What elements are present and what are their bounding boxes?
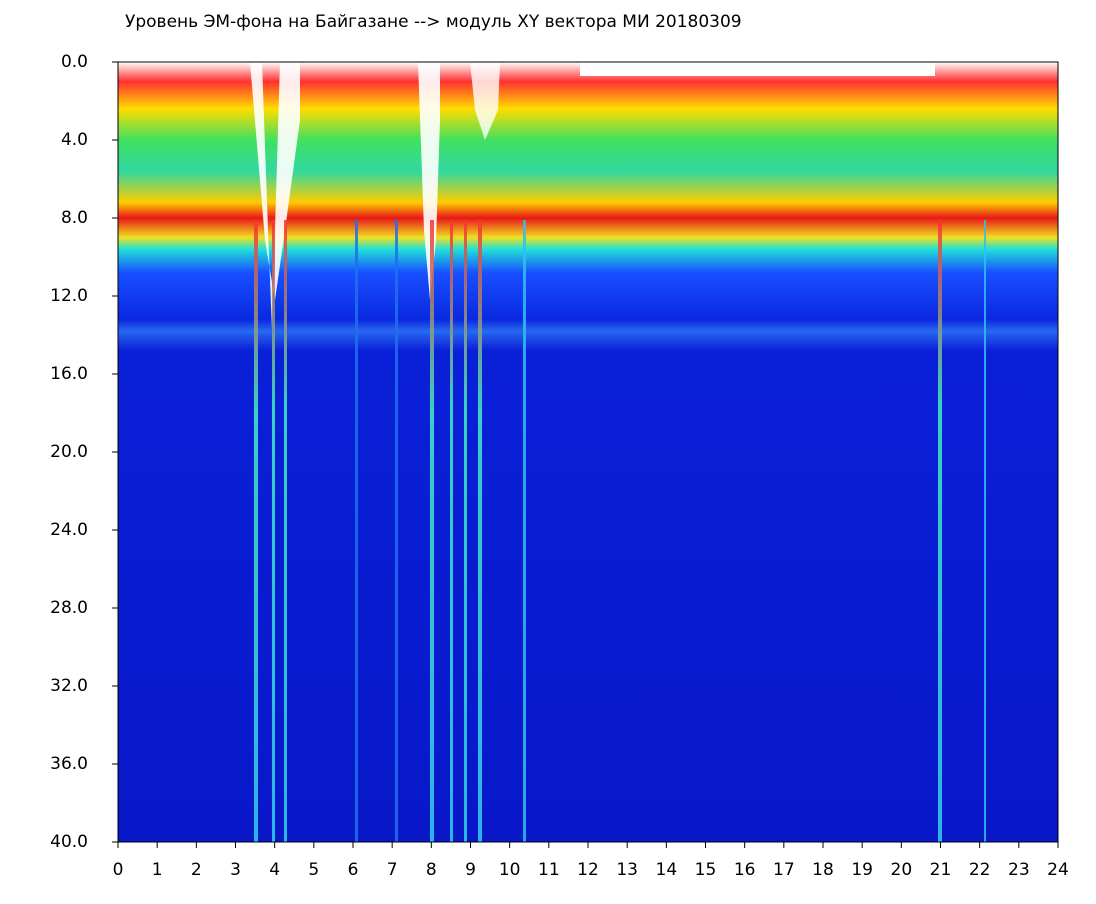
streak xyxy=(254,220,258,842)
heatmap-background xyxy=(118,62,1058,842)
y-tick-label: 4.0 xyxy=(61,130,88,150)
x-tick-label: 11 xyxy=(538,860,560,880)
y-tick-label: 0.0 xyxy=(61,52,88,72)
x-tick-label: 14 xyxy=(656,860,678,880)
x-tick-label: 18 xyxy=(812,860,834,880)
x-tick-label: 6 xyxy=(348,860,359,880)
heatmap-gap xyxy=(580,62,935,76)
x-tick-label: 8 xyxy=(426,860,437,880)
streak xyxy=(478,220,482,842)
heatmap-gap xyxy=(470,62,500,140)
streak xyxy=(430,220,434,842)
streak xyxy=(938,220,942,842)
y-tick-label: 8.0 xyxy=(61,208,88,228)
heatmap-gap xyxy=(250,62,300,330)
x-tick-label: 0 xyxy=(113,860,124,880)
y-tick-label: 40.0 xyxy=(50,832,88,852)
y-tick-label: 36.0 xyxy=(50,754,88,774)
x-tick-label: 7 xyxy=(387,860,398,880)
x-tick-label: 2 xyxy=(191,860,202,880)
x-tick-label: 1 xyxy=(152,860,163,880)
x-tick-label: 17 xyxy=(773,860,795,880)
x-tick-label: 16 xyxy=(734,860,756,880)
streak xyxy=(284,220,287,842)
streak xyxy=(355,220,358,842)
y-tick-label: 16.0 xyxy=(50,364,88,384)
streak xyxy=(395,220,398,842)
y-tick-label: 20.0 xyxy=(50,442,88,462)
x-tick-label: 22 xyxy=(969,860,991,880)
spectrogram xyxy=(118,62,1058,842)
heatmap-gap xyxy=(418,62,440,300)
streak xyxy=(272,220,275,842)
x-tick-label: 24 xyxy=(1047,860,1069,880)
streak xyxy=(984,220,986,842)
x-tick-label: 23 xyxy=(1008,860,1030,880)
x-tick-label: 4 xyxy=(269,860,280,880)
x-tick-label: 19 xyxy=(851,860,873,880)
streak xyxy=(464,220,467,842)
x-tick-label: 5 xyxy=(308,860,319,880)
y-tick-label: 24.0 xyxy=(50,520,88,540)
y-tick-label: 12.0 xyxy=(50,286,88,306)
streaks xyxy=(254,220,986,842)
x-tick-label: 20 xyxy=(891,860,913,880)
streak xyxy=(523,220,526,842)
x-tick-label: 12 xyxy=(577,860,599,880)
y-tick-label: 32.0 xyxy=(50,676,88,696)
x-tick-label: 9 xyxy=(465,860,476,880)
streak xyxy=(450,220,453,842)
x-tick-label: 3 xyxy=(230,860,241,880)
chart-title: Уровень ЭМ-фона на Байгазане --> модуль … xyxy=(125,12,742,32)
x-tick-label: 21 xyxy=(930,860,952,880)
x-tick-label: 13 xyxy=(616,860,638,880)
x-tick-label: 10 xyxy=(499,860,521,880)
x-tick-label: 15 xyxy=(695,860,717,880)
y-tick-label: 28.0 xyxy=(50,598,88,618)
